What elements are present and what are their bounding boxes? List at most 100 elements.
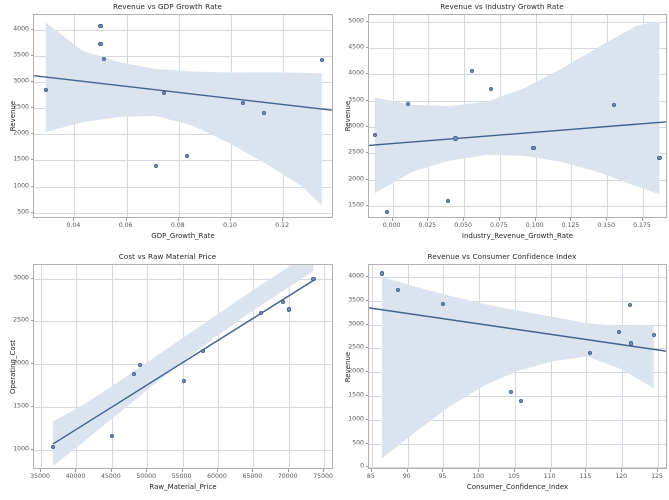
y-tick-label: 0 [360, 462, 364, 470]
x-tick-label: 120 [615, 473, 628, 480]
y-tick-mark [365, 99, 368, 101]
data-point [153, 164, 158, 169]
gridline-vertical [324, 265, 325, 468]
data-point [259, 310, 264, 315]
subplot-revenue-vs-gdp-growth-rate: Revenue vs GDP Growth Rate 0.04 0.06 0.08 0.… [0, 0, 335, 250]
y-axis-label: Revenue [344, 100, 352, 132]
y-tick-mark [30, 448, 33, 450]
y-tick-mark [30, 54, 33, 56]
x-tick-label: 90 [402, 473, 411, 480]
y-tick-mark [30, 211, 33, 213]
x-tick-mark [282, 218, 283, 221]
x-tick-mark [75, 469, 77, 472]
x-tick-label: 0.150 [597, 222, 616, 229]
gridline-horizontal [369, 205, 666, 207]
gridline-horizontal [369, 74, 666, 76]
data-point [161, 91, 166, 96]
data-point [379, 271, 384, 276]
x-tick-mark [40, 469, 41, 472]
data-point [531, 145, 536, 151]
y-tick-label: 3000 [348, 122, 364, 130]
x-axis-label: GDP_Growth_Rate [151, 232, 215, 240]
x-tick-mark [641, 218, 643, 221]
y-tick-label: 3000 [348, 320, 364, 328]
y-axis-label: Revenue [9, 100, 17, 132]
y-tick-label: 2000 [348, 175, 364, 183]
gridline-vertical [253, 265, 255, 468]
y-axis-label: Operating_Cost [9, 339, 17, 394]
y-tick-label: 4000 [348, 272, 364, 280]
data-point [657, 156, 662, 161]
x-tick-mark [146, 469, 147, 472]
y-tick-mark [365, 20, 368, 22]
y-tick-label: 5000 [348, 17, 364, 25]
gridline-horizontal [369, 179, 666, 181]
y-tick-label: 2000 [348, 367, 364, 375]
data-point [262, 110, 267, 116]
y-tick-label: 1000 [348, 415, 364, 423]
y-tick-mark [365, 323, 368, 325]
data-point [181, 378, 187, 383]
gridline-horizontal [369, 419, 666, 421]
y-tick-mark [30, 185, 33, 187]
regression-overlay [369, 21, 666, 195]
gridline-horizontal [369, 372, 666, 373]
y-tick-label: 2000 [13, 129, 29, 137]
gridline-horizontal [369, 276, 666, 278]
x-tick-label: 75000 [313, 473, 333, 480]
gridline-vertical [41, 265, 42, 468]
data-point [201, 348, 206, 353]
data-point [469, 68, 475, 73]
x-tick-mark [216, 469, 218, 472]
plot-area [368, 264, 667, 469]
y-tick-label: 1000 [13, 445, 29, 452]
y-tick-label: 3500 [348, 296, 364, 304]
x-tick-label: 50000 [136, 473, 157, 480]
data-point [611, 103, 616, 108]
data-point [286, 307, 291, 312]
x-tick-mark [252, 469, 254, 472]
gridline-vertical [550, 265, 552, 468]
confidence-band [45, 22, 322, 206]
data-point [396, 288, 401, 293]
y-tick-mark [365, 152, 368, 154]
y-tick-label: 3500 [13, 51, 29, 59]
regression-line [52, 279, 314, 445]
subplot-title: Revenue vs Consumer Confidence Index [427, 252, 577, 261]
x-tick-label: 110 [543, 473, 556, 480]
gridline-horizontal [34, 29, 332, 31]
x-tick-label: 60000 [207, 473, 227, 480]
x-tick-mark [656, 469, 658, 472]
x-tick-label: 40000 [65, 473, 86, 480]
x-axis-label: Industry_Revenue_Growth_Rate [461, 232, 574, 240]
subplot-cost-vs-raw-material-price: Cost vs Raw Material Price 35000 40000 4500… [0, 250, 335, 500]
plot-area [33, 14, 333, 218]
data-point [98, 42, 103, 47]
gridline-horizontal [34, 364, 332, 365]
subplot-revenue-vs-consumer-confidence-index: Revenue vs Consumer Confidence Index 85 90… [335, 250, 669, 500]
x-tick-mark [229, 218, 231, 221]
y-tick-label: 2500 [13, 103, 29, 111]
x-tick-label: 70000 [277, 473, 298, 480]
gridline-vertical [182, 265, 184, 468]
x-tick-mark [478, 469, 479, 472]
data-point [311, 276, 316, 281]
subplot-revenue-vs-industry-growth-rate: Revenue vs Industry Growth Rate 0.000 0.02… [335, 0, 669, 250]
y-tick-mark [365, 47, 368, 48]
regression-overlay [369, 276, 666, 459]
y-tick-label: 2000 [13, 359, 29, 367]
data-point [445, 199, 450, 204]
x-tick-label: 0.06 [118, 222, 133, 229]
x-tick-mark [73, 218, 75, 221]
y-tick-label: 1500 [348, 201, 364, 209]
confidence-band [53, 265, 314, 467]
y-tick-label: 1500 [13, 155, 29, 163]
data-point [628, 341, 633, 346]
x-axis-label: Raw_Material_Price [149, 483, 217, 491]
y-tick-label: 3500 [348, 96, 364, 104]
x-tick-mark [570, 218, 572, 221]
x-tick-label: 0.100 [525, 222, 544, 229]
y-tick-mark [365, 442, 368, 444]
gridline-horizontal [34, 186, 332, 188]
y-tick-label: 500 [17, 208, 29, 216]
